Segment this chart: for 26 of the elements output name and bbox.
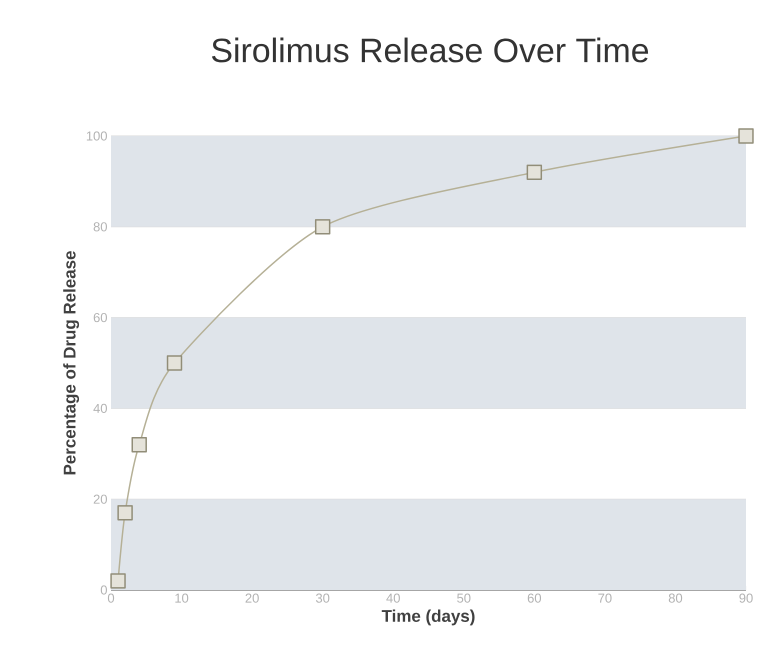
x-axis-title: Time (days) — [382, 610, 475, 626]
y-tick-label: 0 — [100, 585, 107, 595]
x-tick-label: 80 — [668, 594, 682, 603]
x-tick-label: 90 — [739, 594, 753, 603]
point — [314, 219, 330, 235]
y-axis-title: Percentage of Drug Release — [63, 251, 80, 474]
x-tick-label: 40 — [386, 594, 400, 603]
point — [117, 505, 133, 521]
y-tick-label: 80 — [94, 222, 107, 232]
point — [526, 164, 542, 180]
x-tick-label: 60 — [528, 594, 542, 603]
x-tick-label: 70 — [598, 594, 612, 603]
y-tick-label: 20 — [94, 494, 107, 504]
point — [110, 573, 126, 589]
x-tick-label: 50 — [457, 594, 470, 603]
point — [132, 436, 147, 452]
x-tick-label: 0 — [108, 594, 114, 603]
x-tick-label: 10 — [175, 594, 188, 603]
y-tick-label: 60 — [94, 313, 107, 322]
y-tick-label: 40 — [93, 404, 107, 413]
x-tick-label: 30 — [316, 594, 330, 603]
chart-title: Sirolimus Release Over Time — [212, 38, 648, 62]
x-tick-label: 20 — [246, 594, 259, 603]
point — [166, 355, 182, 371]
point — [738, 128, 754, 144]
y-tick-label: 100 — [86, 131, 107, 141]
